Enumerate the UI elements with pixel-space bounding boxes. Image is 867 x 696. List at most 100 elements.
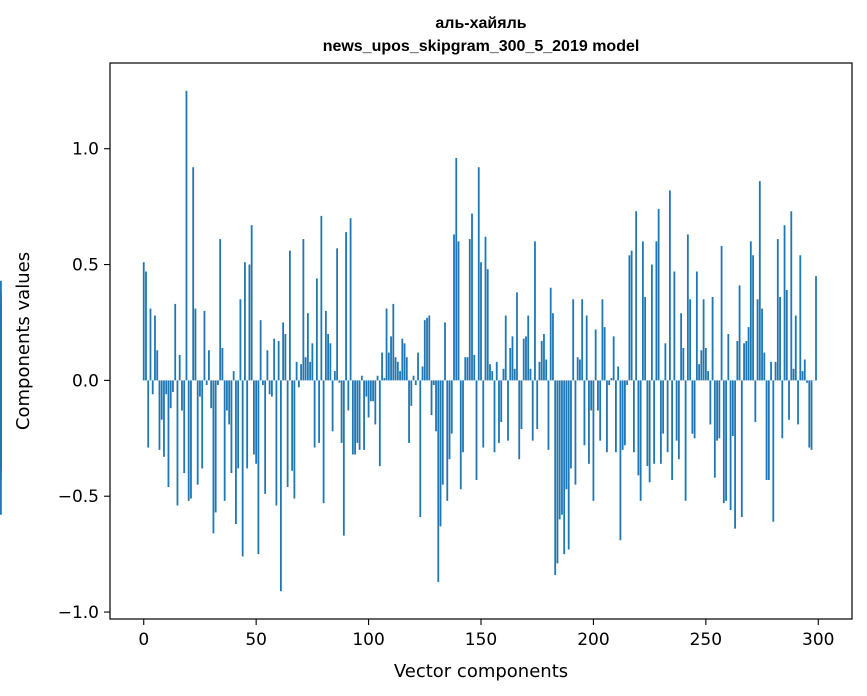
bar	[390, 336, 392, 381]
bar	[680, 313, 683, 381]
bar	[635, 211, 638, 381]
bar	[779, 296, 781, 381]
bar	[799, 255, 802, 381]
bar	[745, 341, 748, 381]
bar	[588, 380, 590, 464]
bar	[538, 361, 541, 381]
bar	[405, 357, 408, 381]
bar	[185, 90, 188, 381]
chart-title: аль-хайяль	[435, 15, 526, 32]
bar	[700, 350, 703, 381]
bar	[372, 380, 374, 402]
bar	[686, 234, 689, 381]
bar	[709, 380, 712, 425]
bar	[493, 380, 496, 453]
bar	[704, 347, 707, 381]
bar	[190, 380, 192, 499]
x-tick-label: 150	[465, 630, 497, 650]
x-axis-ticks: 0 50 100 150 200 250 300	[138, 619, 834, 650]
bar	[444, 322, 446, 381]
bar	[536, 380, 539, 430]
bar	[358, 380, 361, 450]
bar	[383, 378, 386, 381]
bar	[664, 343, 667, 381]
bar	[617, 366, 620, 381]
bar	[511, 336, 514, 381]
bar	[248, 264, 251, 381]
bar	[772, 380, 775, 522]
bar	[783, 225, 786, 381]
bar	[286, 380, 289, 487]
bar	[450, 380, 453, 434]
bar	[232, 371, 235, 381]
bar	[403, 343, 406, 381]
bar	[462, 380, 464, 453]
bar	[333, 371, 336, 381]
bar	[167, 380, 170, 487]
bar	[776, 239, 779, 381]
bar	[527, 315, 530, 381]
bar	[347, 380, 350, 411]
bar	[145, 271, 147, 381]
bar	[468, 239, 471, 381]
bar	[421, 366, 424, 381]
bar	[428, 315, 431, 381]
bar	[603, 327, 606, 381]
bar	[324, 310, 327, 381]
bar	[228, 380, 231, 425]
bar	[250, 225, 253, 381]
bar	[356, 380, 359, 443]
bar	[226, 380, 228, 411]
bar	[644, 296, 647, 381]
bar	[626, 380, 629, 386]
bar	[322, 380, 325, 504]
bar	[349, 218, 352, 381]
bar	[237, 380, 240, 469]
bar	[646, 380, 649, 467]
bar	[473, 354, 476, 381]
y-tick-label: 1.0	[72, 140, 99, 160]
bar	[475, 380, 478, 480]
bar	[754, 380, 757, 423]
bar	[313, 380, 316, 448]
bar	[369, 380, 372, 402]
bar	[606, 380, 608, 453]
bar	[268, 380, 271, 395]
bar	[432, 380, 435, 386]
bar	[808, 380, 811, 448]
bar	[815, 276, 817, 381]
bar	[693, 380, 696, 439]
bar	[574, 380, 577, 485]
bar	[624, 380, 626, 446]
bar	[448, 380, 451, 460]
bar	[477, 167, 480, 381]
bar	[801, 371, 804, 381]
bar	[392, 303, 395, 381]
bar	[365, 380, 368, 397]
bar	[484, 236, 487, 381]
bar	[504, 315, 507, 381]
bar	[747, 327, 750, 381]
bar	[235, 380, 237, 525]
bar	[394, 357, 397, 381]
bar	[279, 380, 282, 592]
bar	[695, 271, 698, 381]
bar	[239, 299, 242, 381]
bar	[727, 334, 730, 381]
bar	[378, 380, 381, 467]
x-tick-label: 50	[245, 630, 267, 650]
bar	[666, 380, 669, 453]
bar	[0, 380, 2, 402]
bar	[788, 380, 790, 420]
bar	[682, 347, 685, 381]
bar	[459, 380, 462, 490]
bar	[498, 380, 500, 443]
bar	[304, 357, 307, 381]
bar	[270, 380, 273, 397]
bar	[156, 350, 159, 381]
bar	[752, 255, 754, 381]
bar	[486, 269, 489, 381]
x-tick-label: 100	[352, 630, 384, 650]
bar	[221, 347, 224, 381]
bar	[259, 320, 262, 381]
